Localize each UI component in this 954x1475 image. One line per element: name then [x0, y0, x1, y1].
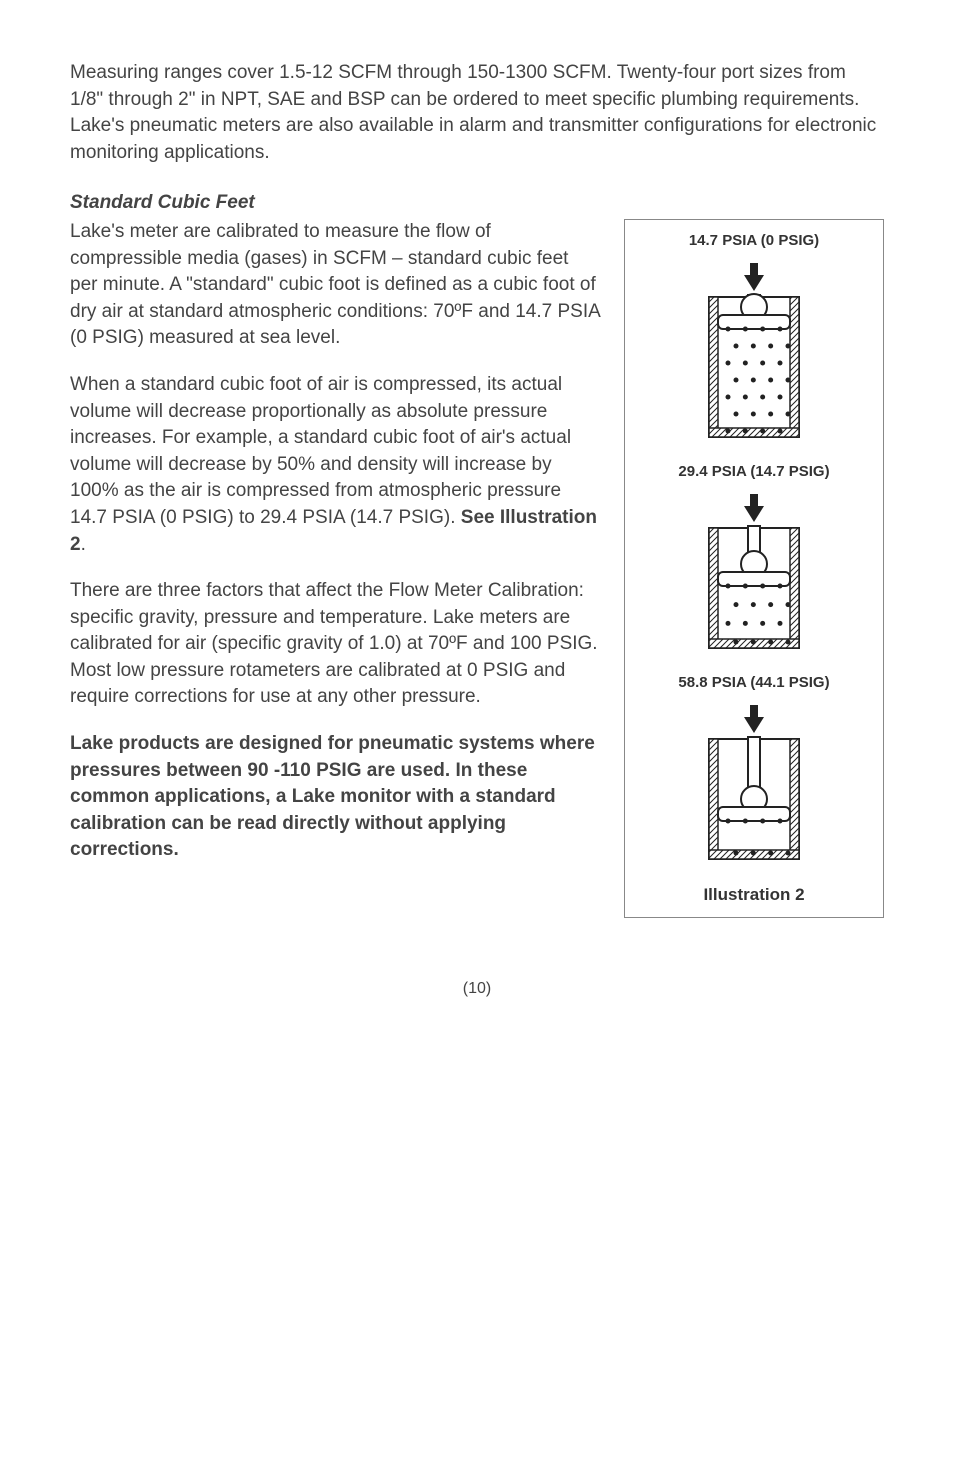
section-heading: Standard Cubic Feet — [70, 190, 884, 217]
page-number: (10) — [70, 978, 884, 1000]
two-column-layout: Lake's meter are calibrated to measure t… — [70, 219, 884, 918]
paragraph-2: When a standard cubic foot of air is com… — [70, 372, 600, 558]
figure-stage: 29.4 PSIA (14.7 PSIG) — [631, 461, 877, 658]
figure-stage: 58.8 PSIA (44.1 PSIG) — [631, 672, 877, 869]
figure-stage-label: 14.7 PSIA (0 PSIG) — [631, 230, 877, 251]
illustration-2-figure: 14.7 PSIA (0 PSIG) 29.4 PSIA (14.7 PSIG) — [624, 219, 884, 918]
figure-stage-label: 58.8 PSIA (44.1 PSIG) — [631, 672, 877, 693]
intro-paragraph: Measuring ranges cover 1.5-12 SCFM throu… — [70, 60, 884, 166]
para2-end: . — [81, 534, 86, 555]
piston-diagram-icon — [694, 257, 814, 447]
paragraph-4-bold: Lake products are designed for pneumatic… — [70, 731, 600, 864]
right-column: 14.7 PSIA (0 PSIG) 29.4 PSIA (14.7 PSIG) — [624, 219, 884, 918]
piston-diagram-icon — [694, 488, 814, 658]
figure-stage-label: 29.4 PSIA (14.7 PSIG) — [631, 461, 877, 482]
figure-stage: 14.7 PSIA (0 PSIG) — [631, 230, 877, 447]
paragraph-3: There are three factors that affect the … — [70, 578, 600, 711]
left-column: Lake's meter are calibrated to measure t… — [70, 219, 600, 918]
illustration-caption: Illustration 2 — [631, 883, 877, 907]
paragraph-1: Lake's meter are calibrated to measure t… — [70, 219, 600, 352]
piston-diagram-icon — [694, 699, 814, 869]
para2-text: When a standard cubic foot of air is com… — [70, 374, 571, 528]
